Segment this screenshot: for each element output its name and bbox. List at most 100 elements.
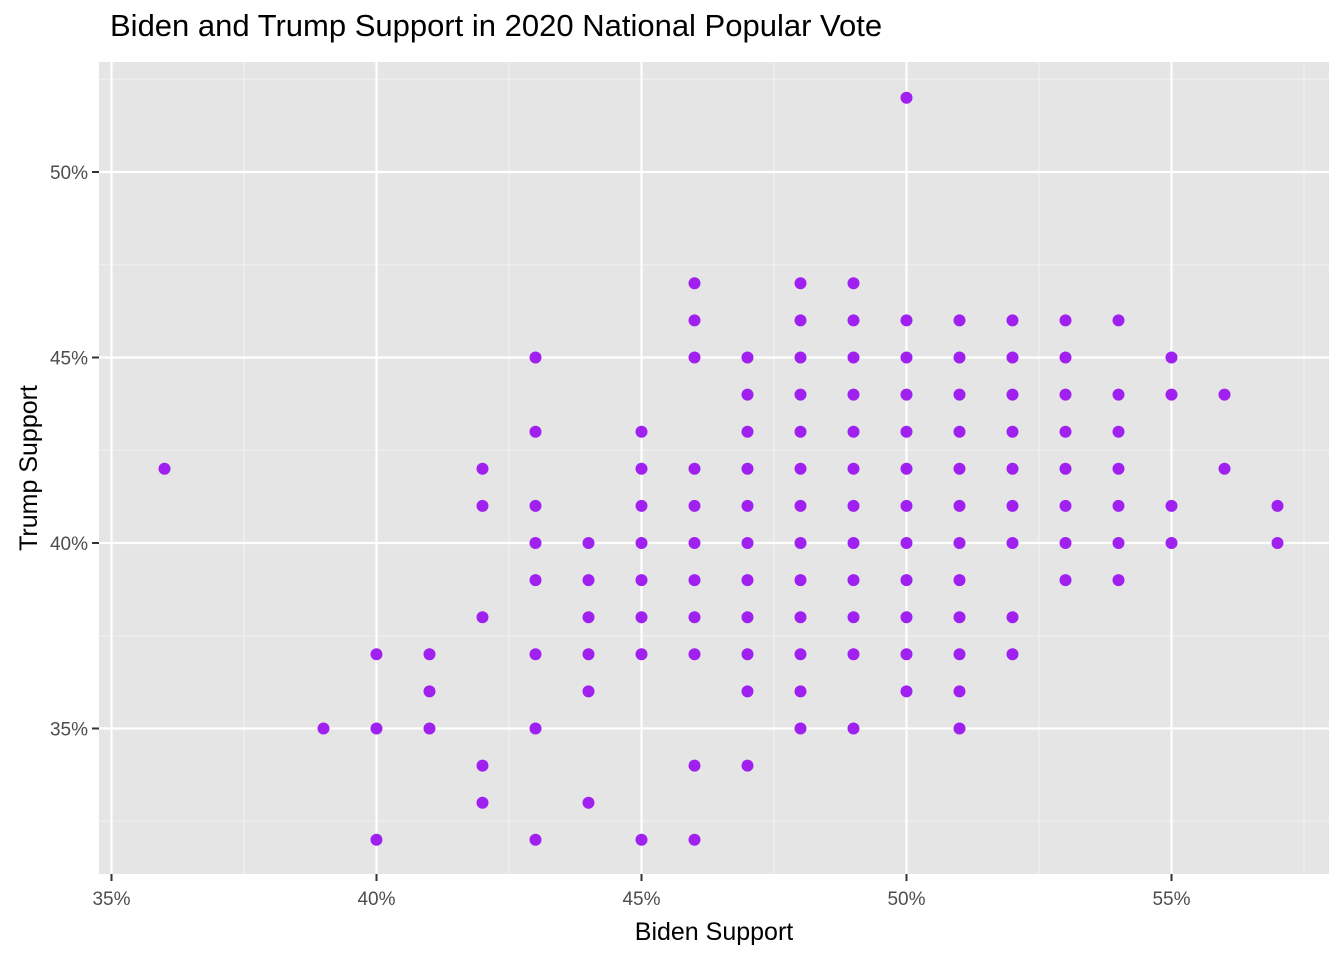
data-point: [795, 685, 807, 697]
data-point: [583, 574, 595, 586]
data-point: [742, 574, 754, 586]
data-point: [795, 574, 807, 586]
data-point: [795, 277, 807, 289]
data-point: [795, 463, 807, 475]
data-point: [1219, 389, 1231, 401]
data-point: [848, 611, 860, 623]
x-tick-label: 45%: [622, 889, 660, 910]
data-point: [1007, 463, 1019, 475]
data-point: [318, 723, 330, 735]
data-point: [954, 463, 966, 475]
x-tick-label: 35%: [92, 889, 130, 910]
data-point: [795, 500, 807, 512]
data-point: [636, 611, 648, 623]
data-point: [901, 389, 913, 401]
data-point: [689, 352, 701, 364]
data-point: [795, 723, 807, 735]
data-point: [636, 574, 648, 586]
data-point: [1166, 500, 1178, 512]
y-axis-title: Trump Support: [15, 385, 43, 551]
data-point: [954, 352, 966, 364]
data-point: [848, 500, 860, 512]
data-point: [848, 389, 860, 401]
data-point: [901, 537, 913, 549]
data-point: [848, 648, 860, 660]
x-tick-label: 55%: [1152, 889, 1190, 910]
data-point: [954, 685, 966, 697]
data-point: [1007, 426, 1019, 438]
data-point: [1113, 537, 1125, 549]
data-point: [689, 648, 701, 660]
data-point: [795, 426, 807, 438]
data-point: [1060, 426, 1072, 438]
data-point: [689, 611, 701, 623]
data-point: [1113, 389, 1125, 401]
data-point: [583, 611, 595, 623]
data-point: [848, 277, 860, 289]
data-point: [954, 500, 966, 512]
data-point: [689, 537, 701, 549]
data-point: [1007, 500, 1019, 512]
data-point: [848, 426, 860, 438]
data-point: [795, 611, 807, 623]
data-point: [477, 500, 489, 512]
data-point: [1060, 537, 1072, 549]
data-point: [689, 314, 701, 326]
data-point: [424, 648, 436, 660]
data-point: [530, 500, 542, 512]
data-point: [901, 611, 913, 623]
data-point: [1113, 500, 1125, 512]
data-point: [954, 426, 966, 438]
y-tick-label: 45%: [50, 349, 88, 370]
x-axis: 35% 40% 45% 50% 55%: [92, 874, 1190, 910]
data-point: [742, 352, 754, 364]
data-point: [583, 537, 595, 549]
data-point: [530, 723, 542, 735]
x-tick-label: 40%: [357, 889, 395, 910]
data-point: [636, 426, 648, 438]
data-point: [954, 648, 966, 660]
data-point: [636, 500, 648, 512]
data-point: [901, 500, 913, 512]
x-tick-label: 50%: [887, 889, 925, 910]
data-point: [636, 648, 648, 660]
data-point: [1060, 574, 1072, 586]
data-point: [1007, 537, 1019, 549]
plot-panel: [99, 62, 1329, 874]
data-point: [477, 611, 489, 623]
data-point: [742, 463, 754, 475]
data-point: [1166, 352, 1178, 364]
data-point: [901, 352, 913, 364]
data-point: [848, 463, 860, 475]
data-point: [1272, 500, 1284, 512]
data-point: [742, 611, 754, 623]
data-point: [530, 426, 542, 438]
data-point: [1113, 426, 1125, 438]
data-point: [1060, 463, 1072, 475]
data-point: [901, 426, 913, 438]
data-point: [848, 574, 860, 586]
data-point: [689, 834, 701, 846]
data-point: [1219, 463, 1231, 475]
data-point: [954, 314, 966, 326]
data-point: [1007, 611, 1019, 623]
data-point: [1060, 352, 1072, 364]
data-point: [1166, 389, 1178, 401]
data-point: [901, 92, 913, 104]
data-point: [954, 574, 966, 586]
data-point: [742, 685, 754, 697]
data-point: [795, 537, 807, 549]
data-point: [371, 834, 383, 846]
data-point: [795, 314, 807, 326]
data-point: [1007, 352, 1019, 364]
data-point: [1060, 314, 1072, 326]
data-point: [530, 648, 542, 660]
data-point: [954, 537, 966, 549]
data-point: [636, 834, 648, 846]
data-point: [689, 277, 701, 289]
data-point: [901, 574, 913, 586]
data-point: [1272, 537, 1284, 549]
data-point: [371, 648, 383, 660]
data-point: [901, 648, 913, 660]
